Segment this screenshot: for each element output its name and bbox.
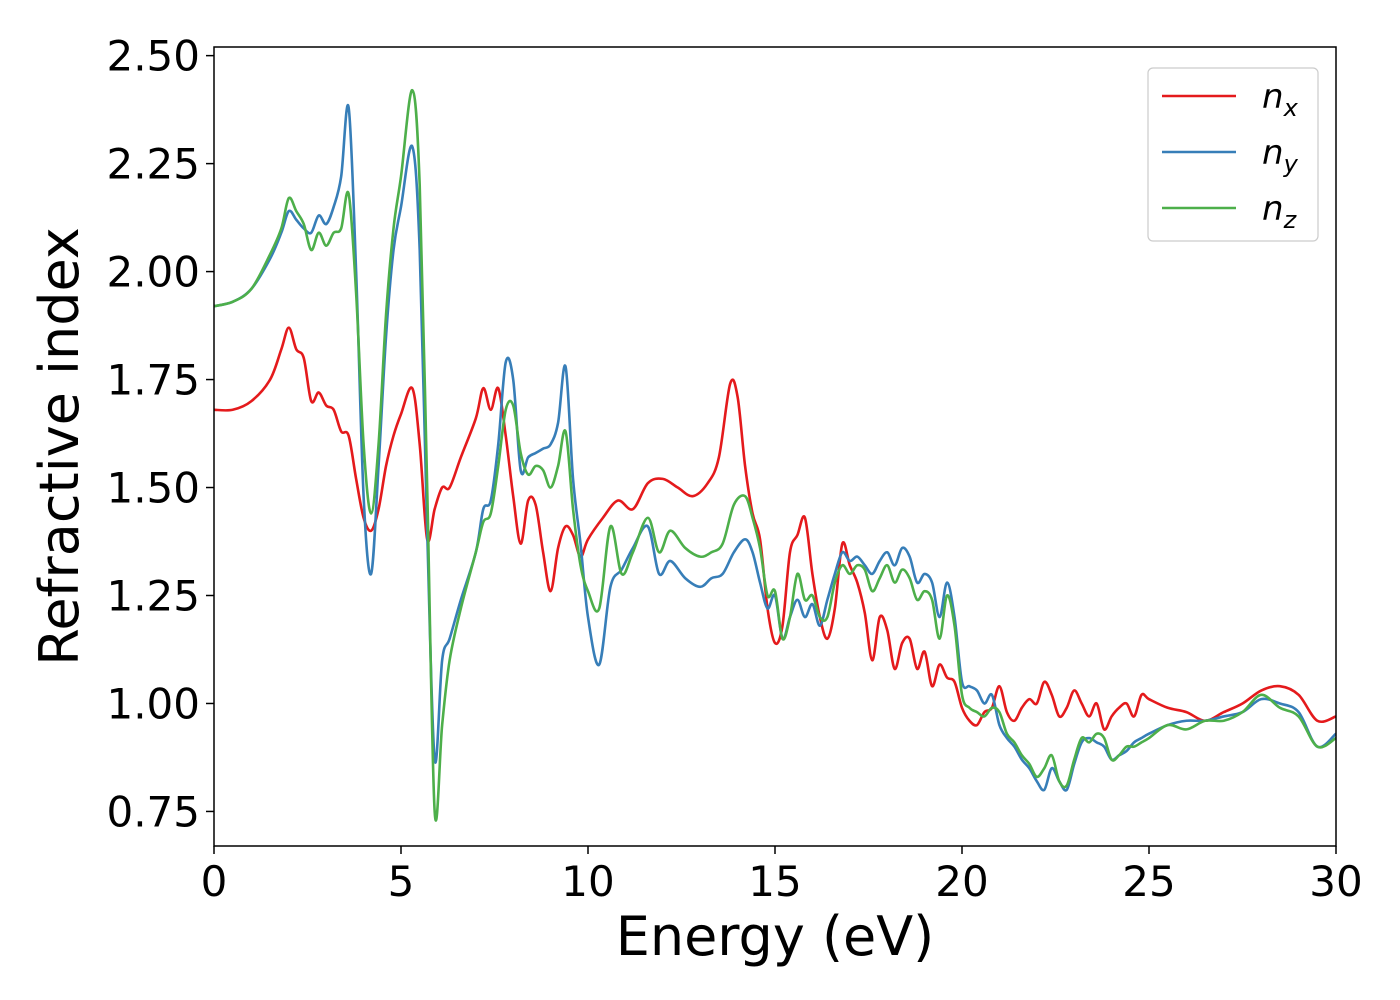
x-tick-label: 20 [935,857,988,906]
legend-box [1147,67,1319,242]
series-line-nx [214,326,1336,731]
y-tick-label: 2.00 [106,248,200,297]
y-tick-label: 1.00 [106,679,200,728]
x-tick-label: 10 [561,857,614,906]
series-line-nz [214,88,1336,822]
legend-subscript: y [1283,150,1299,178]
y-tick-label: 2.25 [106,140,200,189]
x-tick-label: 30 [1309,857,1362,906]
y-axis-title: Refractive index [28,227,91,666]
x-tick-label: 5 [388,857,415,906]
legend-subscript: z [1283,206,1298,234]
y-tick-label: 1.25 [106,572,200,621]
x-tick-label: 25 [1122,857,1175,906]
y-axis-ticks: 0.75 1.00 1.25 1.50 1.75 2.00 2.25 2.50 [106,32,214,836]
x-tick-label: 0 [201,857,228,906]
x-axis-ticks: 0 5 10 15 20 25 30 [201,846,1363,906]
legend-subscript: x [1283,94,1299,122]
x-axis-title: Energy (eV) [616,905,935,968]
y-tick-label: 2.50 [106,32,200,81]
y-tick-label: 0.75 [106,787,200,836]
y-tick-label: 1.75 [106,356,200,405]
x-tick-label: 15 [748,857,801,906]
y-tick-label: 1.50 [106,464,200,513]
series-line-ny [214,103,1336,792]
series-layer [214,88,1336,822]
